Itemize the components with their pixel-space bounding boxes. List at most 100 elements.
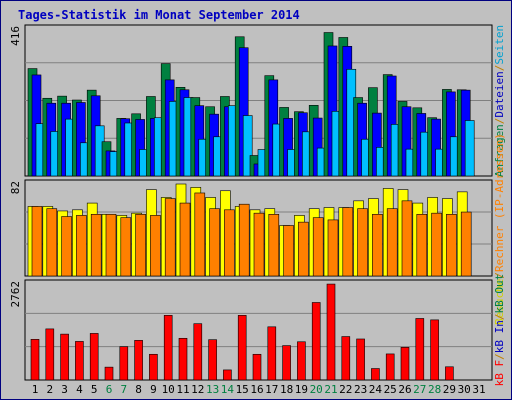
panel-kbytes: 2762 [9,279,493,381]
bar-kbytes-day-8 [134,340,143,381]
y-max-label: 416 [9,26,22,46]
y-max-label: 82 [9,181,22,194]
x-tick-label: 20 [310,383,323,396]
bar-pages-day-15 [242,115,253,177]
bar-kbytes-day-26 [400,347,410,381]
x-tick-label: 9 [150,383,157,396]
x-tick-label: 12 [191,383,204,396]
y-max-label: 2762 [9,281,22,308]
legend-part: / [493,65,506,72]
right-legend-bottom: kB F/kB In/kB Out [493,274,506,387]
x-tick-label: 27 [413,383,426,396]
x-tick-label: 29 [443,383,456,396]
bar-kbytes-day-27 [415,318,425,381]
legend-part: / [493,313,506,320]
bar-kbytes-day-15 [237,315,247,381]
bar-kbytes-day-25 [385,353,395,381]
bar-kbytes-day-17 [267,326,277,381]
bar-sites-day-11 [179,202,191,277]
bar-sites-day-24 [372,213,383,277]
bar-sites-day-27 [416,213,428,277]
x-tick-label: 30 [458,383,471,396]
bar-sites-day-26 [401,200,413,277]
bar-kbytes-day-2 [45,328,55,381]
bar-kbytes-day-10 [163,315,173,381]
x-tick-label: 13 [206,383,219,396]
bar-sites-day-9 [150,215,161,277]
legend-part: kB In [493,320,506,353]
bar-pages-day-30 [464,120,475,177]
x-tick-label: 16 [250,383,263,396]
x-tick-label: 1 [32,383,39,396]
x-tick-label: 19 [295,383,308,396]
bar-sites-day-14 [224,209,235,277]
bar-kbytes-day-14 [223,369,232,381]
bar-sites-day-16 [253,212,265,277]
bar-kbytes-day-3 [60,333,69,381]
x-tick-label: 10 [162,383,175,396]
panel-hits-files-pages: 416 [9,24,493,177]
bar-kbytes-day-4 [75,341,84,381]
legend-part: kB F [493,360,506,387]
bar-sites-day-15 [238,203,250,277]
bar-kbytes-day-16 [252,353,262,381]
bar-sites-day-20 [312,217,324,277]
bar-kbytes-day-18 [282,345,291,381]
bar-kbytes-day-20 [311,302,321,381]
bar-kbytes-day-22 [341,336,351,381]
legend-part: Rechner (IP-Adressen) [493,133,506,272]
x-tick-label: 22 [339,383,352,396]
bar-sites-day-2 [46,208,58,277]
bar-kbytes-day-23 [356,338,365,381]
x-tick-label: 8 [135,383,142,396]
bar-sites-day-23 [357,208,368,277]
bar-kbytes-day-19 [297,341,306,381]
x-tick-label: 31 [472,383,485,396]
legend-part: Dateien [493,71,506,117]
legend-part: Besuche [493,279,506,325]
chart-title: Tages-Statistik im Monat September 2014 [18,8,300,22]
x-tick-label: 2 [46,383,53,396]
bar-kbytes-day-1 [30,339,40,381]
bar-sites-day-22 [342,207,354,277]
bar-sites-day-4 [76,215,87,277]
x-tick-label: 24 [369,383,383,396]
x-tick-label: 17 [265,383,278,396]
bar-sites-day-13 [209,208,220,277]
bar-sites-day-25 [386,208,398,277]
x-tick-label: 23 [354,383,367,396]
bar-kbytes-day-11 [178,337,188,381]
right-legend-top: Anfragen/Dateien/Seiten [493,25,506,177]
legend-part: Anfragen [493,124,506,177]
legend-part: kB Out [493,274,506,314]
bar-sites-day-29 [446,213,457,277]
bar-sites-day-5 [90,213,102,277]
bar-sites-day-18 [283,225,294,277]
legend-part: Seiten [493,25,506,65]
bar-sites-day-10 [164,198,176,277]
x-tick-label: 28 [428,383,441,396]
bar-sites-day-28 [431,212,442,277]
bar-sites-day-7 [120,217,132,277]
x-tick-label: 26 [398,383,411,396]
bar-sites-day-6 [105,213,117,277]
bar-kbytes-day-6 [104,366,114,381]
x-tick-label: 11 [176,383,189,396]
bar-kbytes-day-13 [208,339,217,381]
legend-part: / [493,118,506,125]
x-tick-label: 25 [384,383,397,396]
bar-sites-day-21 [327,219,339,277]
bar-sites-day-8 [135,213,146,277]
bar-sites-day-17 [268,213,280,277]
x-tick-label: 14 [221,383,235,396]
right-legend-middle: Besuche/ Rechner (IP-Adressen) [493,133,506,325]
x-tick-label: 15 [236,383,249,396]
bar-sites-day-30 [460,211,472,277]
x-tick-label: 3 [61,383,68,396]
bar-sites-day-19 [298,221,309,277]
panel-visits-sites: 82 [9,179,493,277]
x-tick-label: 7 [120,383,127,396]
bar-kbytes-day-9 [149,353,158,381]
